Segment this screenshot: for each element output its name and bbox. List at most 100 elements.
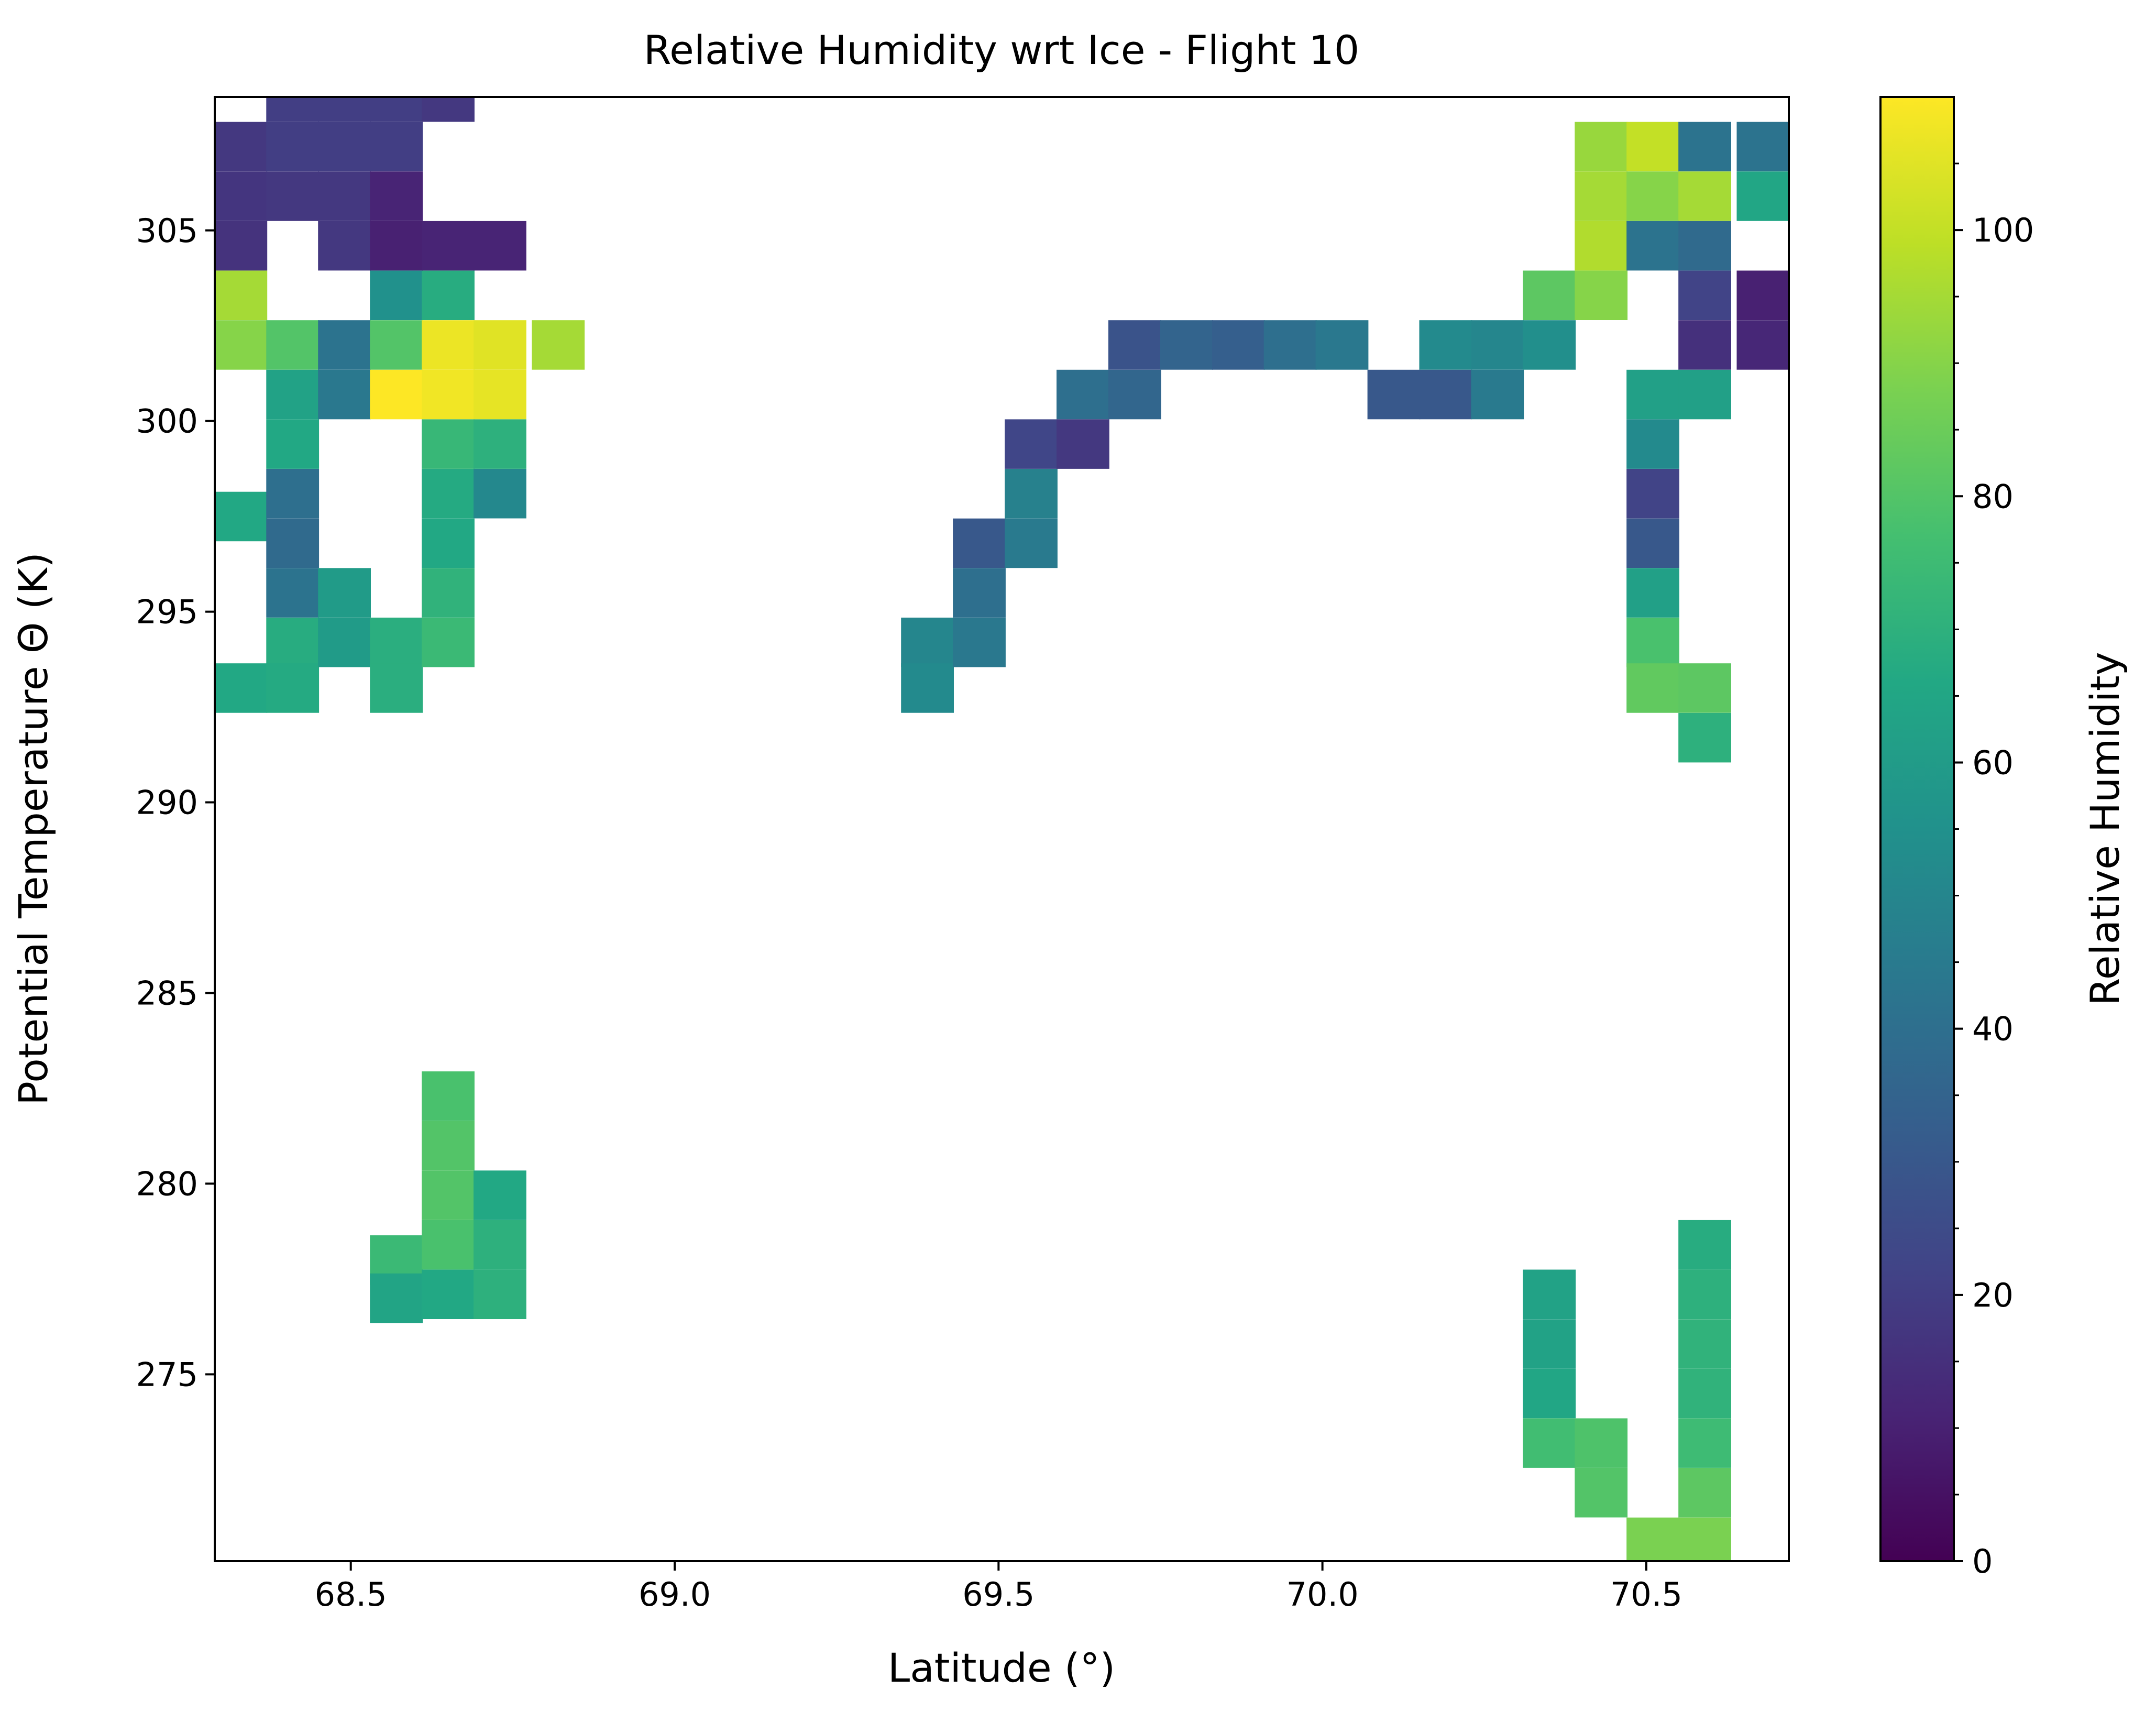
heatmap-cell [266, 419, 320, 469]
heatmap-cell [1736, 122, 1789, 172]
heatmap-cell [422, 270, 475, 320]
colorbar-tick-label: 40 [1972, 1010, 2014, 1048]
heatmap-cell [1736, 171, 1789, 221]
heatmap-cell [1005, 419, 1058, 469]
heatmap-cell [1678, 171, 1731, 221]
heatmap-cell [1575, 270, 1628, 320]
heatmap-cell [1736, 320, 1789, 370]
heatmap-cell [266, 663, 320, 713]
heatmap-cell [266, 518, 320, 568]
heatmap-cell [318, 97, 371, 122]
heatmap-cell [1471, 369, 1524, 420]
heatmap-cell [1678, 1319, 1731, 1369]
heatmap-cell [422, 1121, 475, 1171]
heatmap-cell [422, 617, 475, 667]
y-tick-label: 285 [136, 974, 198, 1012]
heatmap-cell [370, 663, 423, 713]
heatmap-cell [1523, 320, 1576, 370]
heatmap-cell [318, 171, 371, 221]
heatmap-cell [1419, 369, 1472, 420]
heatmap-cell [422, 1170, 475, 1220]
heatmap-cell [215, 122, 268, 172]
heatmap-cell [1626, 122, 1679, 172]
heatmap-cell [422, 568, 475, 618]
heatmap-cell [1108, 320, 1161, 370]
heatmap-cell [370, 122, 423, 172]
heatmap-cell [215, 663, 268, 713]
heatmap-cell [1626, 617, 1679, 667]
heatmap-cell [474, 221, 526, 271]
heatmap-cell [215, 320, 268, 370]
heatmap-cell [1523, 270, 1576, 320]
heatmap-cell [215, 171, 268, 221]
heatmap-cell [953, 518, 1006, 568]
heatmap-cell [1626, 369, 1679, 420]
heatmap-cell [1575, 221, 1628, 271]
heatmap-cell [318, 122, 371, 172]
heatmap-cell [370, 1273, 423, 1323]
heatmap-cell [266, 320, 320, 370]
y-tick-label: 290 [136, 784, 198, 822]
heatmap-cell [1678, 1418, 1731, 1468]
x-tick-label: 69.0 [639, 1575, 711, 1614]
heatmap-cell [422, 320, 475, 370]
y-tick-label: 305 [136, 212, 198, 250]
heatmap-cell [370, 221, 423, 271]
heatmap-cell [901, 663, 954, 713]
heatmap-cell [901, 617, 954, 667]
x-tick-label: 69.5 [962, 1575, 1035, 1614]
heatmap-cell [370, 171, 423, 221]
heatmap-cell [318, 320, 371, 370]
heatmap-cell [1057, 419, 1109, 469]
heatmap-cell [1575, 171, 1628, 221]
heatmap-cell [370, 617, 423, 667]
heatmap-cell [1678, 369, 1731, 420]
heatmap-cell [1367, 369, 1421, 420]
heatmap-cell [1678, 663, 1731, 713]
y-axis-label: Potential Temperature Θ (K) [10, 552, 57, 1105]
heatmap-cell [422, 1269, 475, 1319]
colorbar-tick-label: 0 [1972, 1542, 1993, 1581]
heatmap-cell [370, 97, 423, 122]
heatmap-cell [422, 1071, 475, 1121]
heatmap-cell [422, 369, 475, 420]
heatmap-cell [1575, 1468, 1628, 1518]
heatmap-cell [1736, 270, 1789, 320]
heatmap-cell [1626, 171, 1679, 221]
heatmap-cell [953, 568, 1006, 618]
x-tick-label: 68.5 [315, 1575, 387, 1614]
heatmap-cell [1626, 568, 1679, 618]
heatmap-cell [1575, 122, 1628, 172]
heatmap-cell [1626, 221, 1679, 271]
heatmap-cell [474, 1170, 526, 1220]
heatmap-cell [474, 419, 526, 469]
heatmap-cell [370, 369, 423, 420]
heatmap-cell [215, 491, 268, 542]
heatmap-cell [1263, 320, 1317, 370]
colorbar-axis: 0 20 40 60 80 100 [1954, 162, 2034, 1581]
heatmap-cell [532, 320, 585, 370]
y-tick-label: 275 [136, 1355, 198, 1394]
heatmap-cell [474, 1220, 526, 1270]
heatmap-cell [422, 469, 475, 519]
colorbar-label: Relative Humidity [2082, 652, 2128, 1005]
heatmap-cell [1626, 419, 1679, 469]
heatmap-cell [318, 568, 371, 618]
heatmap-cell [1575, 1418, 1628, 1468]
heatmap-cell [266, 171, 320, 221]
heatmap-cell [1626, 663, 1679, 713]
heatmap-cell [370, 320, 423, 370]
heatmap-cell [266, 122, 320, 172]
x-tick-label: 70.0 [1286, 1575, 1359, 1614]
heatmap-cell [422, 1220, 475, 1270]
heatmap-cell [215, 270, 268, 320]
heatmap-cell [1057, 369, 1109, 420]
heatmap-cell [422, 419, 475, 469]
heatmap-cell [1315, 320, 1369, 370]
heatmap-cell [474, 320, 526, 370]
heatmap-cell [1678, 712, 1731, 763]
heatmap-cell [318, 369, 371, 420]
heatmap-cell [1523, 1269, 1576, 1319]
heatmap-cell [422, 518, 475, 568]
